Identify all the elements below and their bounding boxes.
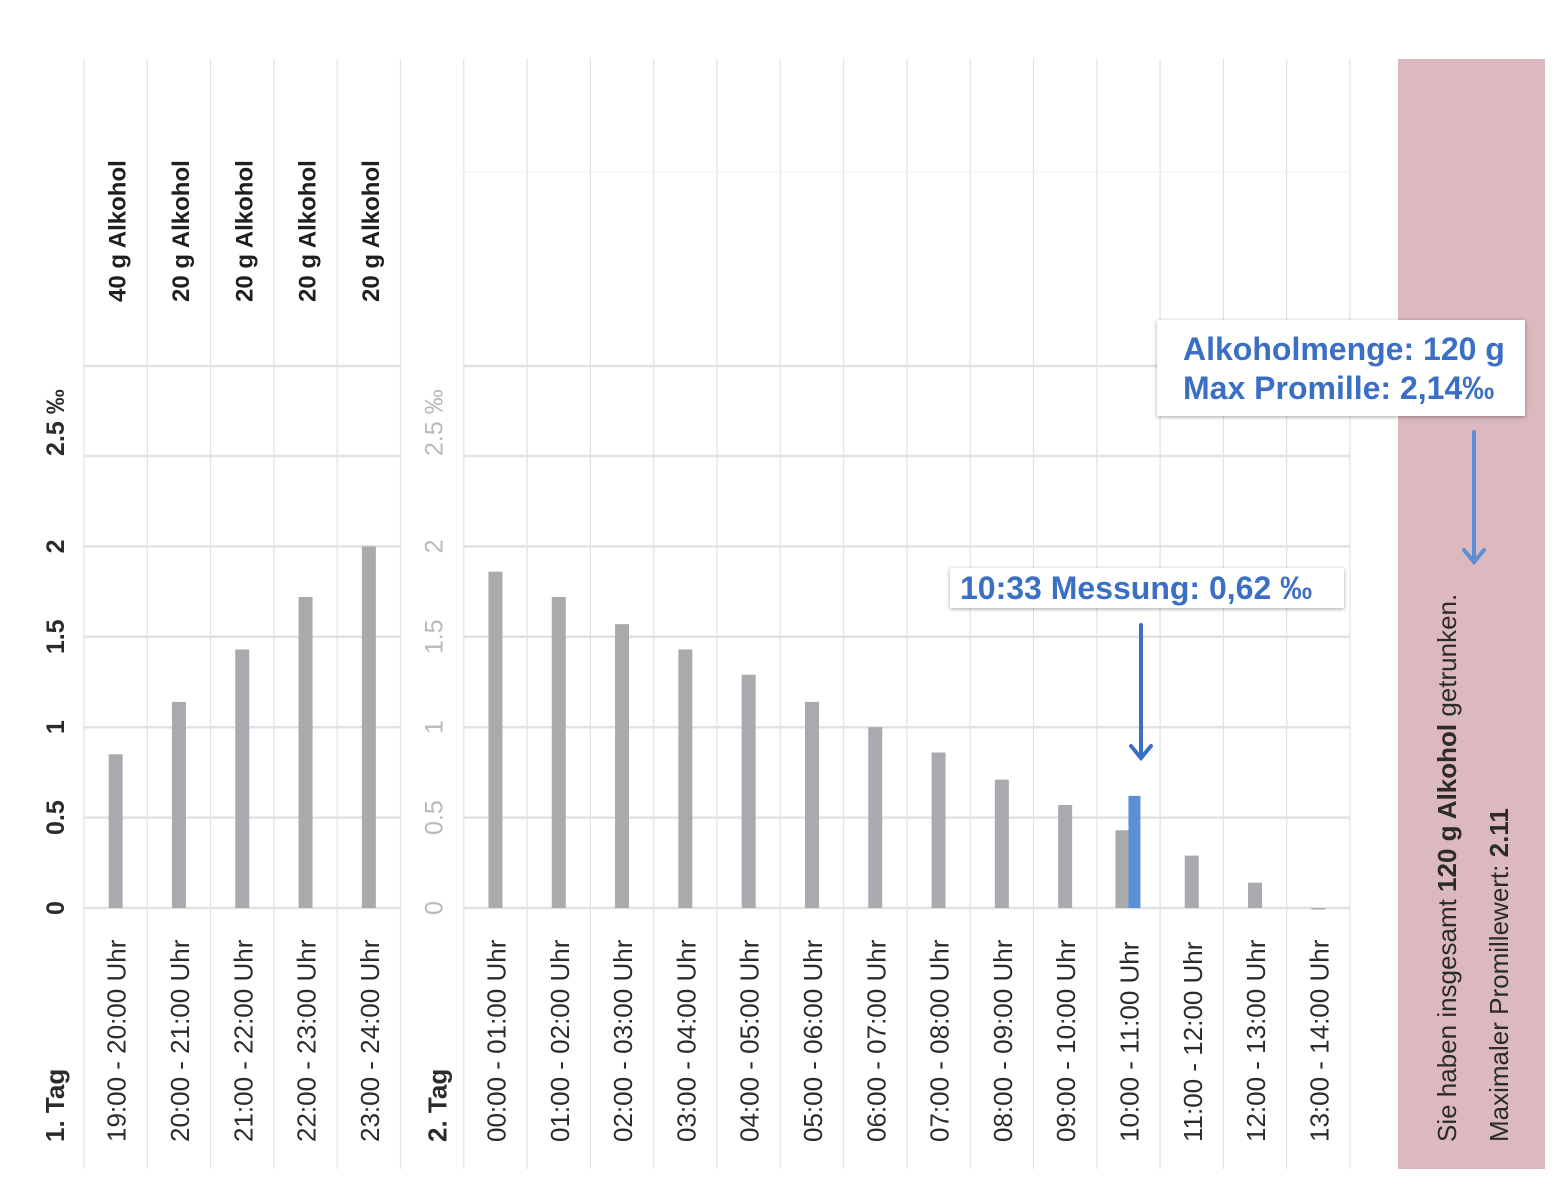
bar bbox=[1058, 804, 1073, 908]
bar bbox=[804, 701, 819, 908]
total-callout: Alkoholmenge: 120 g Max Promille: 2,14‰ bbox=[1157, 320, 1525, 416]
labels: 19:00 - 20:00 Uhr 20:00 - 21:00 Uhr 21:00 … bbox=[40, 160, 1334, 1142]
arrow-icon bbox=[1462, 430, 1486, 566]
bar bbox=[1248, 882, 1263, 908]
drink-label: 20 g Alkohol bbox=[231, 160, 258, 302]
bar bbox=[1311, 908, 1326, 910]
arrow-icon bbox=[1129, 623, 1153, 762]
category-label: 06:00 - 07:00 Uhr bbox=[861, 939, 891, 1142]
category-label: 02:00 - 03:00 Uhr bbox=[608, 939, 638, 1142]
axis-tick-label: 0.5 bbox=[421, 800, 449, 835]
category-label: 21:00 - 22:00 Uhr bbox=[228, 939, 258, 1142]
measurement-callout: 10:33 Messung: 0,62 ‰ bbox=[950, 568, 1344, 608]
bar bbox=[298, 597, 313, 908]
category-label: 20:00 - 21:00 Uhr bbox=[165, 939, 195, 1142]
category-label: 12:00 - 13:00 Uhr bbox=[1241, 939, 1271, 1142]
axis-tick-label: 2.5 ‰ bbox=[421, 389, 449, 456]
bar bbox=[108, 754, 123, 908]
section-label: 1. Tag bbox=[40, 1069, 70, 1142]
axis-tick-label: 0 bbox=[421, 901, 449, 915]
category-label: 07:00 - 08:00 Uhr bbox=[925, 939, 955, 1142]
bar bbox=[868, 727, 883, 908]
category-label: 05:00 - 06:00 Uhr bbox=[798, 939, 828, 1142]
category-label: 19:00 - 20:00 Uhr bbox=[102, 939, 132, 1142]
total-callout-line2: Max Promille: 2,14‰ bbox=[1183, 370, 1495, 406]
measurement-bar bbox=[1128, 795, 1141, 908]
bar bbox=[235, 649, 250, 908]
bar bbox=[1184, 855, 1199, 908]
category-label: 01:00 - 02:00 Uhr bbox=[545, 939, 575, 1142]
axis-tick-label: 1 bbox=[421, 720, 449, 734]
bar bbox=[551, 597, 566, 908]
drink-label: 40 g Alkohol bbox=[105, 160, 132, 302]
summary-line1: Sie haben insgesamt 120 g Alkohol getrun… bbox=[1432, 594, 1462, 1142]
axis-tick-label: 0 bbox=[42, 901, 70, 915]
bar bbox=[1115, 830, 1130, 908]
axis-tick-label: 2 bbox=[42, 539, 70, 553]
category-label: 08:00 - 09:00 Uhr bbox=[988, 939, 1018, 1142]
axis-tick-label: 2.5 ‰ bbox=[42, 389, 70, 456]
bar bbox=[678, 649, 693, 908]
axis-tick-label: 1 bbox=[42, 720, 70, 734]
category-label: 13:00 - 14:00 Uhr bbox=[1304, 939, 1334, 1142]
summary-line2: Maximaler Promillewert: 2.11 bbox=[1484, 808, 1514, 1142]
total-callout-line1: Alkoholmenge: 120 g bbox=[1183, 331, 1505, 367]
summary-panel bbox=[1398, 59, 1545, 1169]
axis-tick-label: 2 bbox=[421, 539, 449, 553]
drink-label: 20 g Alkohol bbox=[168, 160, 195, 302]
drink-label: 20 g Alkohol bbox=[358, 160, 385, 302]
bar bbox=[994, 779, 1009, 908]
bar bbox=[171, 701, 186, 908]
bar bbox=[741, 674, 756, 908]
axis-tick-label: 1.5 bbox=[421, 619, 449, 654]
bar bbox=[488, 571, 503, 908]
category-label: 22:00 - 23:00 Uhr bbox=[292, 939, 322, 1142]
bar bbox=[615, 624, 630, 908]
axis-tick-label: 0.5 bbox=[42, 800, 70, 835]
category-label: 00:00 - 01:00 Uhr bbox=[481, 939, 511, 1142]
category-label: 04:00 - 05:00 Uhr bbox=[735, 939, 765, 1142]
section-label: 2. Tag bbox=[423, 1069, 453, 1142]
category-label: 11:00 - 12:00 Uhr bbox=[1178, 941, 1208, 1142]
axis-tick-label: 1.5 bbox=[42, 619, 70, 654]
category-label: 23:00 - 24:00 Uhr bbox=[355, 939, 385, 1142]
grid-lines bbox=[83, 59, 1351, 1169]
category-label: 03:00 - 04:00 Uhr bbox=[671, 939, 701, 1142]
drink-label: 20 g Alkohol bbox=[295, 160, 322, 302]
bars bbox=[108, 546, 1326, 910]
category-label: 09:00 - 10:00 Uhr bbox=[1051, 939, 1081, 1142]
bar bbox=[931, 752, 946, 908]
bar bbox=[361, 546, 376, 908]
category-label: 10:00 - 11:00 Uhr bbox=[1114, 941, 1144, 1142]
